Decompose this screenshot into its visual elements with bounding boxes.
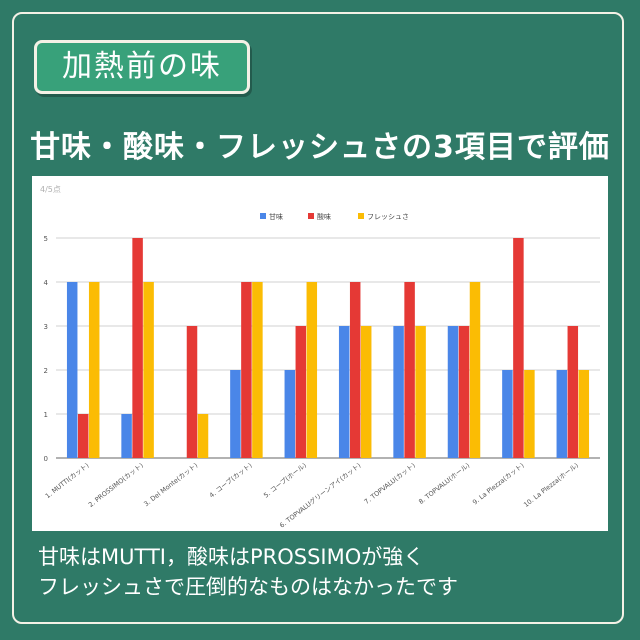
bar	[338, 326, 350, 458]
x-tick-label: 9. La Plezza(カット)	[471, 461, 526, 506]
x-tick-label: 2. PROSSIMO(カット)	[87, 461, 145, 509]
bar	[143, 282, 154, 458]
y-tick-label: 2	[44, 367, 48, 375]
section-badge: 加熱前の味	[34, 40, 250, 94]
bar	[404, 282, 415, 458]
bar	[447, 326, 459, 458]
bar	[415, 326, 426, 458]
chart-corner-label: 4/5点	[40, 185, 61, 194]
bar	[306, 282, 318, 458]
bar	[349, 282, 361, 458]
legend-label: 酸味	[317, 212, 331, 221]
outer-frame	[12, 12, 624, 624]
caption: 甘味はMUTTI，酸味はPROSSIMOが強く フレッシュさで圧倒的なものはなか…	[38, 542, 608, 602]
bar	[186, 326, 198, 458]
bar	[513, 238, 524, 458]
bar	[284, 370, 296, 458]
bar	[469, 282, 481, 458]
x-tick-label: 4. コープ(カット)	[208, 461, 254, 499]
bar	[524, 370, 535, 458]
bar	[66, 282, 78, 458]
bar	[197, 414, 209, 458]
caption-line-2: フレッシュさで圧倒的なものはなかったです	[38, 575, 458, 599]
x-tick-label: 10. La Plezza(ホール)	[522, 461, 580, 509]
bar	[252, 282, 263, 458]
x-tick-label: 5. コープ(ホール)	[262, 461, 308, 499]
bar	[502, 370, 513, 458]
bar	[556, 370, 568, 458]
bar	[77, 414, 89, 458]
y-tick-label: 5	[44, 235, 48, 243]
legend-label: フレッシュさ	[367, 213, 409, 221]
bar	[393, 326, 404, 458]
chart-panel: 4/5点 0 1 2 3 4 5 甘味 酸味 フレッシュさ 1. MUTTI(カット) 2. PROS…	[32, 176, 608, 531]
bar	[132, 238, 143, 458]
y-tick-label: 1	[44, 411, 48, 419]
bar	[121, 414, 132, 458]
bar	[567, 326, 579, 458]
legend-swatch	[358, 213, 364, 219]
bar-chart: 4/5点 0 1 2 3 4 5 甘味 酸味 フレッシュさ 1. MUTTI(カット)2. PROS…	[40, 185, 600, 530]
x-tick-label: 8. TOPVALU(ホール)	[417, 461, 471, 506]
x-tick-label: 7. TOPVALU(カット)	[363, 461, 417, 506]
legend-swatch	[308, 213, 314, 219]
legend-swatch	[260, 213, 266, 219]
x-tick-label: 3. Del Monte(カット)	[142, 461, 199, 508]
bar	[88, 282, 100, 458]
y-tick-label: 3	[44, 323, 48, 331]
x-tick-label: 1. MUTTI(カット)	[44, 461, 91, 500]
page-headline: 甘味・酸味・フレッシュさの3項目で評価	[30, 130, 610, 165]
bar	[295, 326, 307, 458]
caption-line-1: 甘味はMUTTI，酸味はPROSSIMOが強く	[38, 545, 425, 569]
bar	[360, 326, 372, 458]
y-tick-label: 0	[44, 455, 48, 463]
bar	[578, 370, 590, 458]
bar	[230, 370, 241, 458]
bar	[458, 326, 470, 458]
legend-label: 甘味	[269, 212, 283, 221]
bar	[241, 282, 252, 458]
y-tick-label: 4	[44, 279, 49, 287]
